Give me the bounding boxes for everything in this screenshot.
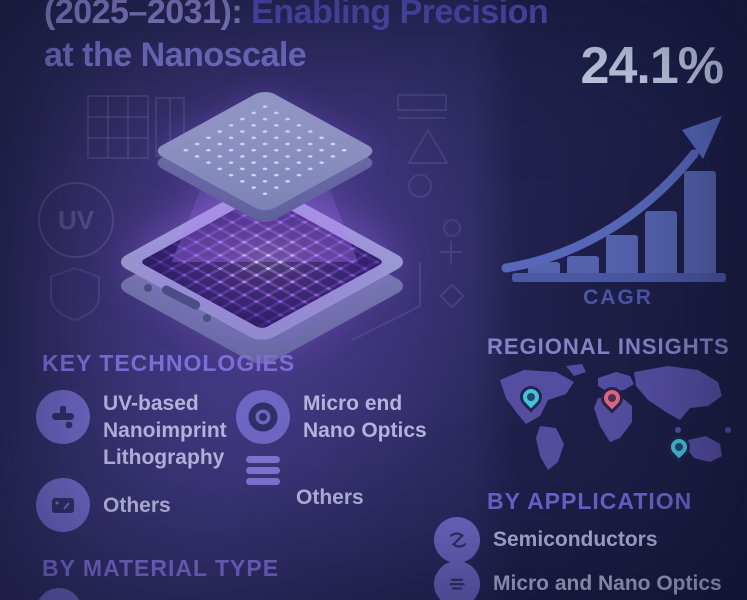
tech-item-micro-nano-optics: Micro end Nano Optics [236,390,443,444]
chart-baseline [512,273,726,282]
app-item-label: Semiconductors [493,528,658,551]
tech-item-label: UV-based Nanoimprint Lithography [103,392,227,469]
app-item-semiconductors: Semiconductors [434,517,658,563]
tray-screw-left [144,284,152,292]
semiconductor-icon [434,517,480,563]
tech-item-others-left: Others [36,478,171,532]
material-item-partial: UV-based PMMA [36,588,261,600]
tech-item-label: Others [103,493,171,517]
uv-badge-label: UV [57,204,95,235]
title-line2: at the Nanoscale [44,36,307,74]
cagr-value: 24.1% [580,37,724,95]
app-item-micro-nano-optics: Micro and Nano Optics [434,561,722,600]
others-icon [434,592,480,600]
stamp-tool-icon [36,390,90,444]
title-years: (2025–2031): [44,0,243,31]
stamp-plate-top [151,88,379,214]
menu-bars-icon [246,456,280,485]
screen-icon [36,478,90,532]
tech-item-uv-nanoimprint: UV-based Nanoimprint Lithography [36,390,273,471]
cagr-chart: CAGR [498,106,738,316]
tray-screw-right [203,314,211,322]
optics-lens-icon [236,390,290,444]
app-item-others: Others [434,592,561,600]
material-icon [36,588,82,600]
chip-illustration [60,85,470,368]
uv-badge: UV [38,182,114,258]
growth-arrow-icon [501,116,722,273]
world-map-graphic [500,364,731,470]
cagr-bar [567,256,599,273]
key-technologies-heading: KEY TECHNOLOGIES [42,350,296,376]
world-map [482,360,744,484]
regional-insights-heading: REGIONAL INSIGHTS [487,334,730,359]
title-line1: (2025–2031): Enabling Precision [44,0,549,34]
by-material-type-heading: BY MATERIAL TYPE [42,555,280,581]
cagr-bars [528,171,716,273]
tech-item-label: Micro end Nano Optics [303,392,427,442]
tech-item-others-right: Others [296,486,364,509]
cagr-bar [528,262,560,273]
cagr-bar [645,211,677,273]
cagr-bar [684,171,716,273]
cagr-bar [606,235,638,273]
page-title: (2025–2031): Enabling Precision at the N… [44,0,549,77]
app-item-label: Micro and Nano Optics [493,572,722,595]
title-phrase: Enabling Precision [251,0,549,31]
cagr-label: CAGR [583,286,653,309]
by-application-heading: BY APPLICATION [487,488,693,514]
